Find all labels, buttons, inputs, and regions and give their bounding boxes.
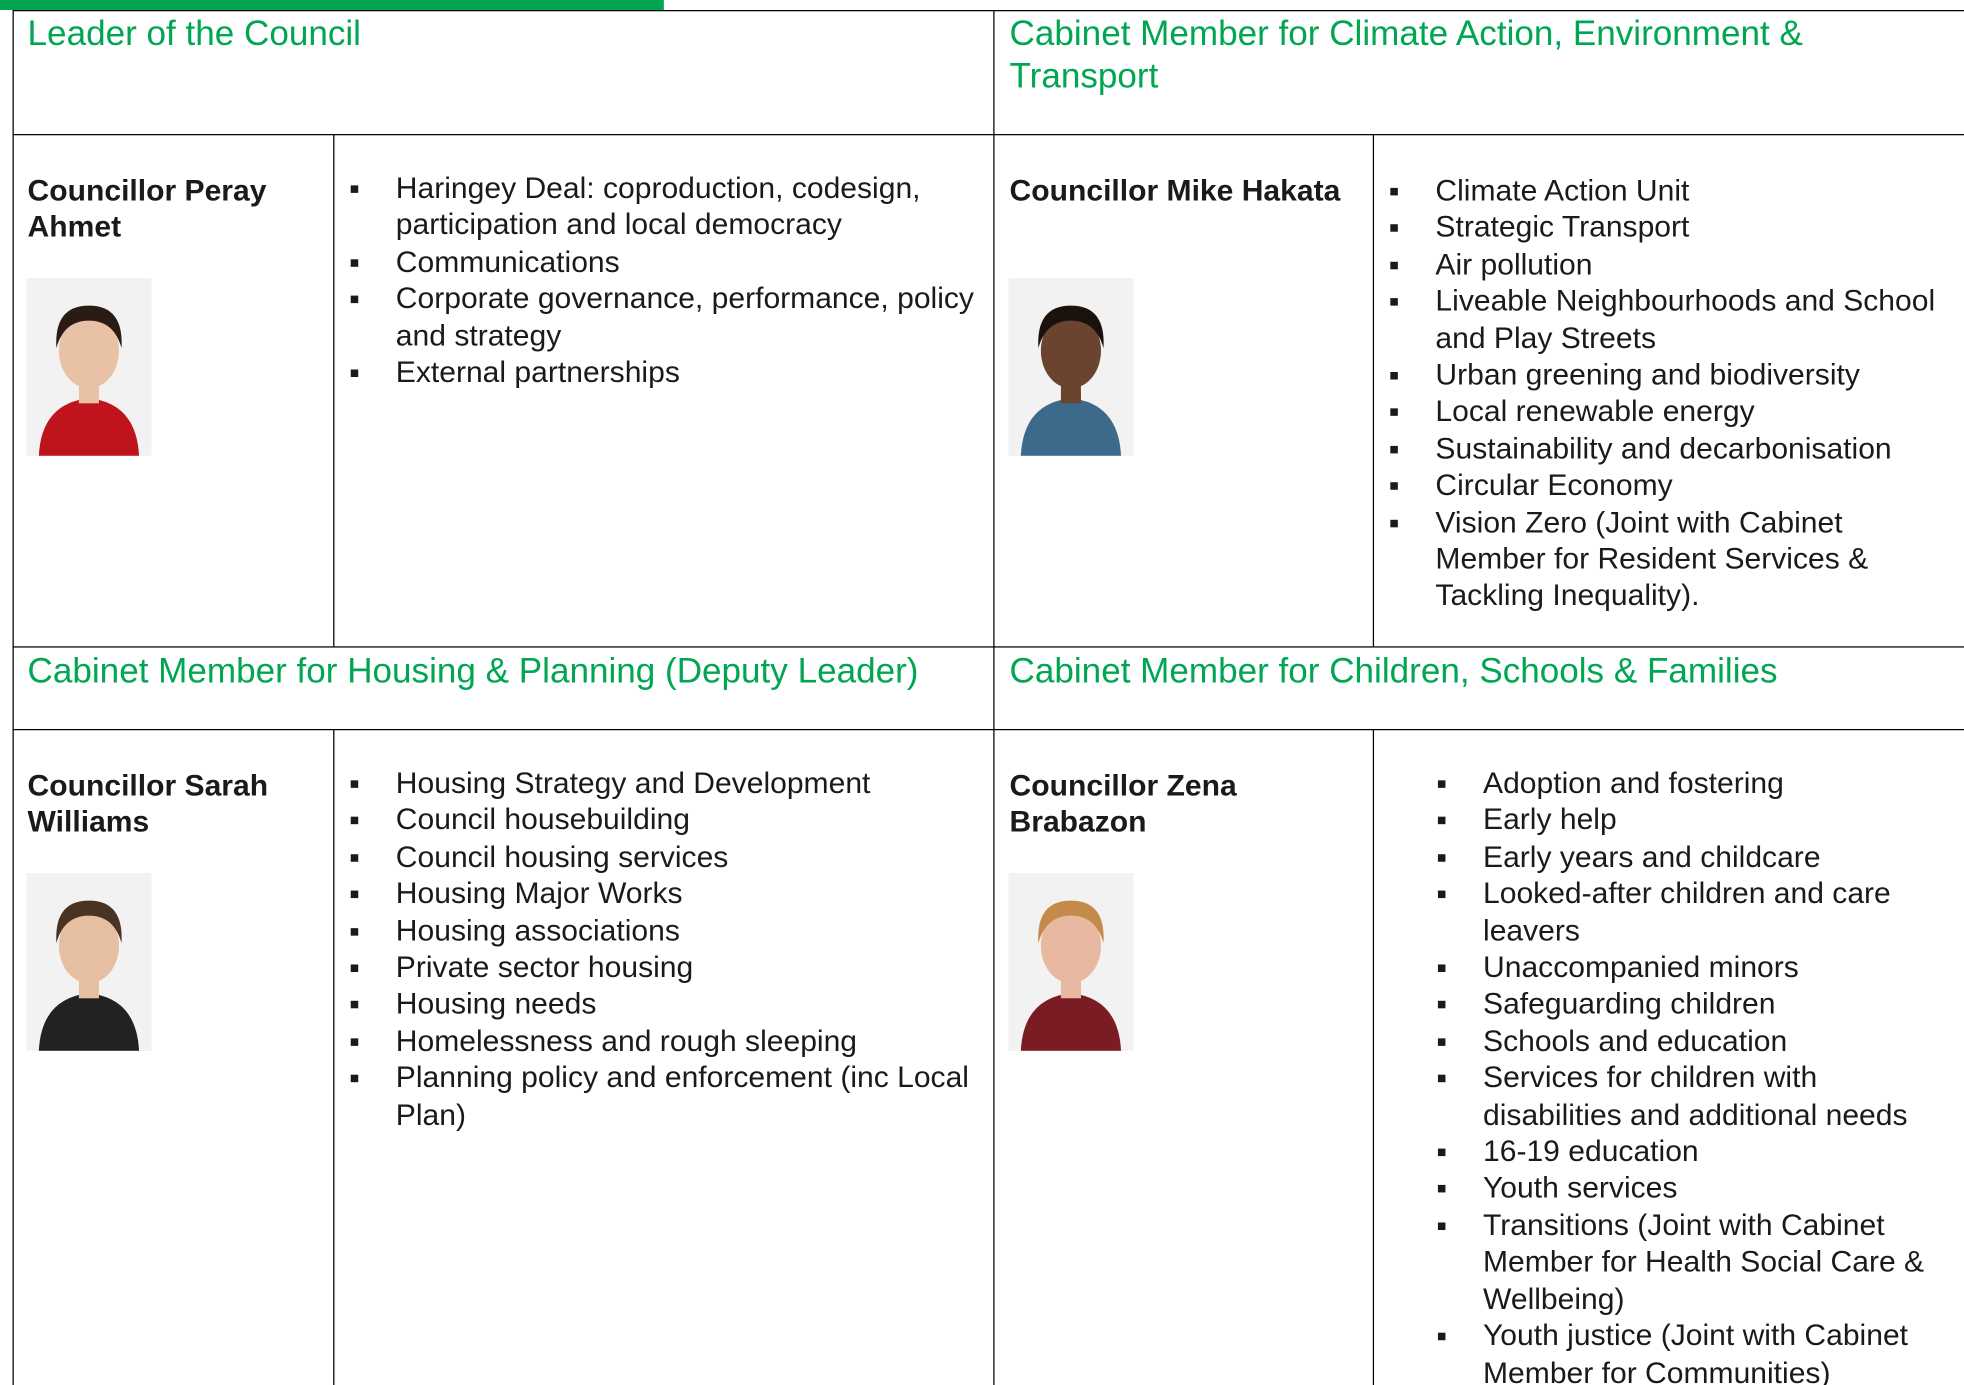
portrait [1008, 873, 1134, 1051]
responsibility: Transitions (Joint with Cabinet Member f… [1435, 1207, 1961, 1317]
responsibility: Unaccompanied minors [1435, 949, 1961, 986]
responsibility: Planning policy and enforcement (inc Loc… [348, 1060, 974, 1134]
responsibility-list: Adoption and fostering Early help Early ye… [1435, 765, 1961, 1385]
responsibility: Council housebuilding [348, 802, 974, 839]
table-border [333, 134, 335, 647]
councillor-name: Councillor Sarah Williams [27, 769, 269, 840]
councillor-name: Councillor Peray Ahmet [27, 174, 267, 245]
responsibility-list: Housing Strategy and Development Council … [348, 765, 974, 1133]
heading-bar [0, 0, 664, 11]
portrait [1008, 278, 1134, 456]
section-heading: Cabinet Member for Housing & Planning (D… [27, 651, 919, 691]
responsibility: Early help [1435, 802, 1961, 839]
responsibility: Housing associations [348, 913, 974, 950]
responsibility: 16-19 education [1435, 1134, 1961, 1171]
responsibility-list: Climate Action Unit Strategic Transport Ai… [1388, 173, 1939, 615]
responsibility: Liveable Neighbourhoods and School and P… [1388, 283, 1939, 357]
section-heading: Cabinet Member for Climate Action, Envir… [1009, 13, 1803, 96]
responsibility: Private sector housing [348, 949, 974, 986]
portrait-image [26, 873, 152, 1051]
table-border [12, 10, 14, 1385]
responsibility: Adoption and fostering [1435, 765, 1961, 802]
responsibility: Vision Zero (Joint with Cabinet Member f… [1388, 504, 1939, 614]
table-border [1372, 728, 1375, 1385]
councillor-name: Councillor Zena Brabazon [1009, 769, 1237, 840]
responsibility: Council housing services [348, 839, 974, 876]
table-border [333, 728, 335, 1385]
responsibility: Homelessness and rough sleeping [348, 1023, 974, 1060]
responsibility-list: Haringey Deal: coproduction, codesign, p… [348, 170, 974, 391]
responsibility: Circular Economy [1388, 468, 1939, 505]
responsibility: Youth services [1435, 1170, 1961, 1207]
responsibility: Safeguarding children [1435, 986, 1961, 1023]
table-border [12, 728, 1964, 731]
table-border [1372, 134, 1375, 647]
portrait [26, 278, 152, 456]
responsibility: Schools and education [1435, 1023, 1961, 1060]
table-border [12, 10, 1964, 12]
section-heading: Cabinet Member for Children, Schools & F… [1009, 651, 1778, 691]
portrait [26, 873, 152, 1051]
responsibility: Sustainability and decarbonisation [1388, 431, 1939, 468]
table-border [993, 10, 995, 1385]
responsibility: Housing needs [348, 986, 974, 1023]
responsibility: Corporate governance, performance, polic… [348, 281, 974, 355]
responsibility: Air pollution [1388, 247, 1939, 284]
responsibility: Climate Action Unit [1388, 173, 1939, 210]
portrait-image [1008, 278, 1134, 456]
responsibility: Haringey Deal: coproduction, codesign, p… [348, 170, 974, 244]
portrait-image [1008, 873, 1134, 1051]
responsibility: Local renewable energy [1388, 394, 1939, 431]
section-heading: Leader of the Council [27, 13, 361, 53]
table-border [12, 134, 1964, 136]
responsibility: Strategic Transport [1388, 210, 1939, 247]
responsibility: Housing Strategy and Development [348, 765, 974, 802]
responsibility: Services for children with disabilities … [1435, 1060, 1961, 1134]
responsibility: Early years and childcare [1435, 839, 1961, 876]
responsibility: Communications [348, 244, 974, 281]
responsibility: Housing Major Works [348, 876, 974, 913]
responsibility: Youth justice (Joint with Cabinet Member… [1435, 1318, 1961, 1385]
table-border [12, 646, 1964, 648]
responsibility: Looked-after children and care leavers [1435, 876, 1961, 950]
portrait-image [26, 278, 152, 456]
responsibility: Urban greening and biodiversity [1388, 357, 1939, 394]
councillor-name: Councillor Mike Hakata [1009, 174, 1341, 208]
responsibility: External partnerships [348, 355, 974, 392]
